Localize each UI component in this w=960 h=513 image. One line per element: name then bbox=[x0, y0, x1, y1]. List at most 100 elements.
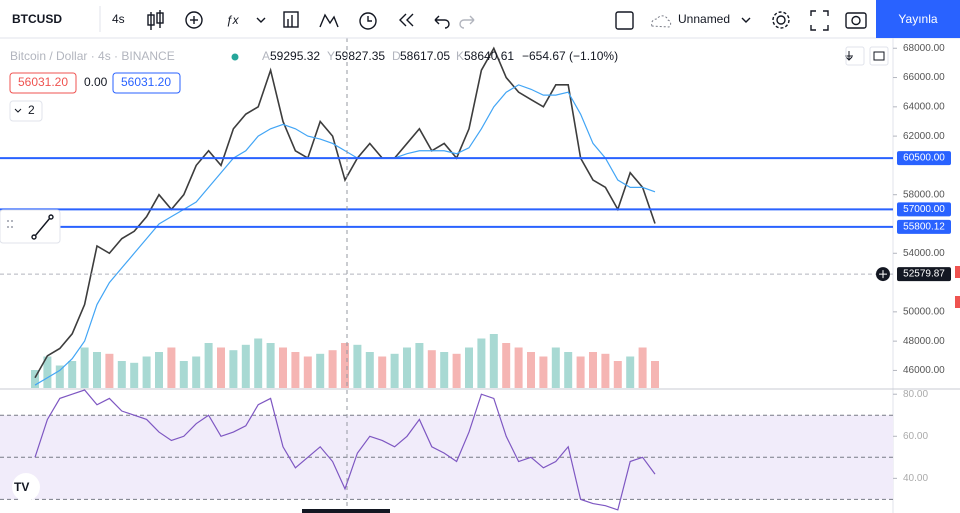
volume-bar bbox=[601, 353, 610, 388]
volume-bar bbox=[328, 350, 337, 388]
y-tick-label: 58000.00 bbox=[903, 189, 945, 200]
trend-line-tool[interactable] bbox=[31, 214, 54, 240]
drag-handle[interactable] bbox=[7, 220, 13, 228]
volume-bar bbox=[489, 334, 498, 388]
chevron[interactable] bbox=[741, 17, 751, 23]
volume-bar bbox=[551, 347, 560, 388]
plus bbox=[879, 270, 887, 279]
volume-bar bbox=[564, 352, 573, 388]
ohlc-value: 59295.32 bbox=[270, 49, 320, 63]
volume-bar bbox=[527, 352, 535, 388]
alert-icon[interactable] bbox=[359, 12, 377, 30]
ohlc-key: A bbox=[262, 49, 270, 63]
ohlc-key: D bbox=[392, 49, 401, 63]
y-tick-label: 62000.00 bbox=[903, 131, 945, 142]
price-label-box bbox=[897, 219, 951, 234]
y-tick-label: 80.00 bbox=[903, 389, 928, 400]
ohlc-value: 58640.61 bbox=[464, 49, 514, 63]
volume-bar bbox=[43, 356, 52, 388]
y-tick-label: 40.00 bbox=[903, 473, 928, 484]
y-tick-label: 60.00 bbox=[903, 431, 928, 442]
interval[interactable]: 4s bbox=[112, 12, 125, 26]
y-tick-label: 50000.00 bbox=[903, 306, 945, 317]
y-tick-label: 54000.00 bbox=[903, 248, 945, 259]
volume-bar bbox=[55, 365, 64, 388]
volume-bar bbox=[31, 370, 39, 388]
price-label: 57000.00 bbox=[903, 204, 945, 215]
drawing-toolbar[interactable] bbox=[0, 209, 61, 244]
publish-button[interactable] bbox=[876, 0, 960, 38]
templates-icon[interactable] bbox=[283, 11, 299, 28]
bid: 56031.20 bbox=[18, 75, 68, 89]
ask: 56031.20 bbox=[121, 75, 171, 89]
series-line bbox=[34, 84, 656, 386]
series-line bbox=[34, 389, 656, 511]
volume-bar bbox=[241, 344, 250, 388]
alert-chart-icon[interactable] bbox=[319, 13, 339, 28]
volume-bar bbox=[502, 343, 511, 388]
volume-bar bbox=[341, 343, 349, 388]
replay-icon[interactable] bbox=[399, 13, 414, 27]
tradingview-logo: TV bbox=[12, 473, 40, 501]
redo-icon[interactable] bbox=[459, 15, 475, 29]
volume-bar bbox=[279, 347, 287, 388]
alert-marker bbox=[955, 266, 960, 278]
volume-bar bbox=[589, 352, 597, 388]
collapse-frame[interactable] bbox=[845, 46, 865, 66]
toolbar bbox=[0, 0, 960, 38]
volume-bar bbox=[167, 347, 176, 388]
volume-bar bbox=[130, 362, 139, 388]
price-label-box bbox=[897, 267, 951, 282]
volume-bar bbox=[179, 361, 188, 388]
price-label-box bbox=[897, 151, 951, 166]
indicators-toggle[interactable] bbox=[9, 100, 43, 122]
volume-bar bbox=[192, 356, 201, 388]
chevron[interactable] bbox=[256, 17, 266, 23]
indicators-icon[interactable]: ƒx bbox=[226, 13, 240, 27]
volume-bar bbox=[365, 352, 374, 388]
scrollbar[interactable] bbox=[302, 509, 390, 513]
volume-bar bbox=[93, 352, 101, 388]
volume-bar bbox=[303, 356, 312, 388]
status-dot bbox=[231, 53, 239, 61]
settings-icon[interactable] bbox=[772, 11, 790, 29]
volume-bar bbox=[576, 356, 585, 388]
price-label: 52579.87 bbox=[903, 269, 945, 280]
volume-bar bbox=[539, 356, 548, 388]
snapshot-icon[interactable] bbox=[845, 12, 867, 29]
volume-bar bbox=[452, 353, 461, 388]
ohlc-key: Y bbox=[327, 49, 335, 63]
symbol[interactable]: BTCUSD bbox=[12, 12, 62, 26]
volume-bar bbox=[155, 352, 163, 388]
fullscreen-icon[interactable] bbox=[810, 10, 829, 31]
fullscreen-toggle[interactable] bbox=[615, 11, 634, 30]
volume-bar bbox=[316, 353, 325, 388]
volume-bar bbox=[204, 343, 213, 388]
layout-name[interactable]: Unnamed bbox=[678, 12, 730, 26]
volume-bar bbox=[378, 356, 387, 388]
volume-bar bbox=[403, 347, 411, 388]
chevron bbox=[14, 108, 22, 113]
volume-bar bbox=[638, 347, 647, 388]
publish-label[interactable]: Yayınla bbox=[898, 12, 937, 26]
ohlc-value: 59827.35 bbox=[335, 49, 385, 63]
volume-bar bbox=[514, 347, 523, 388]
compare-icon[interactable] bbox=[185, 11, 203, 29]
undo-icon[interactable] bbox=[434, 15, 450, 29]
volume-bar bbox=[142, 356, 151, 388]
volume-bar bbox=[266, 343, 275, 388]
price-label-box bbox=[897, 202, 951, 217]
volume-bar bbox=[415, 343, 424, 388]
volume-bar bbox=[613, 361, 622, 388]
y-tick-label: 46000.00 bbox=[903, 365, 945, 376]
indicators-count: 2 bbox=[28, 103, 35, 117]
refresh-frame[interactable] bbox=[869, 46, 889, 66]
volume-bar bbox=[117, 361, 126, 388]
plot: 68000.00 66000.00 64000.00 62000.00 58000.00… bbox=[0, 38, 960, 513]
y-tick-label: 48000.00 bbox=[903, 336, 945, 347]
refresh-icon[interactable] bbox=[873, 51, 885, 61]
volume-bar bbox=[440, 352, 449, 388]
chart-type-icon[interactable] bbox=[147, 10, 164, 30]
change: −654.67 (−1.10%) bbox=[522, 49, 618, 63]
